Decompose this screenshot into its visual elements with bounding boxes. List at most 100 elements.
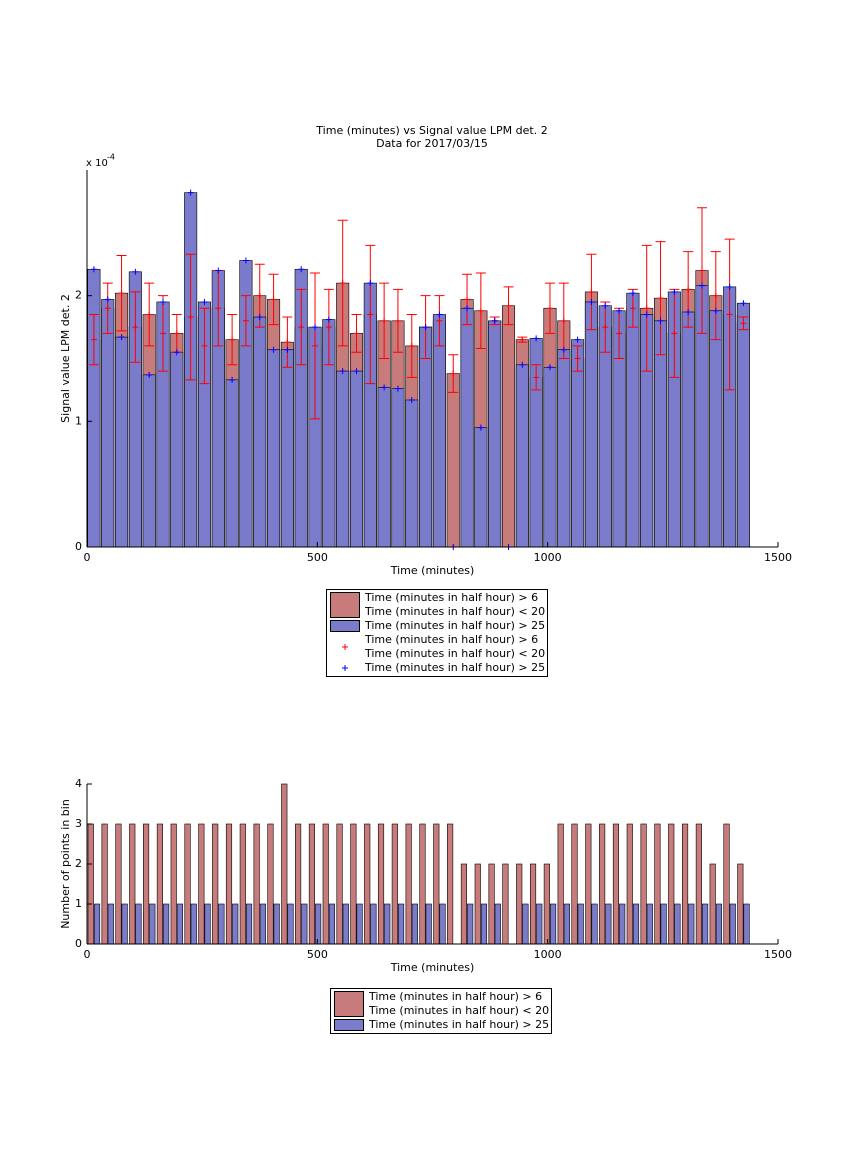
bar bbox=[563, 903, 570, 945]
marker bbox=[132, 324, 139, 331]
bar bbox=[612, 823, 620, 945]
bar bbox=[349, 370, 364, 548]
bar bbox=[467, 903, 474, 945]
chart-title: Time (minutes) vs Signal value LPM det. … bbox=[315, 124, 547, 137]
marker bbox=[671, 288, 678, 295]
bar bbox=[101, 299, 115, 548]
bar bbox=[107, 903, 114, 945]
marker bbox=[422, 324, 429, 331]
marker bbox=[436, 317, 443, 324]
bar bbox=[543, 366, 557, 548]
x-axis-label: Time (minutes) bbox=[390, 961, 475, 974]
bar bbox=[502, 863, 509, 945]
bar bbox=[715, 903, 722, 945]
legend-entry: Time (minutes in half hour) > 25 bbox=[333, 1018, 549, 1032]
bar bbox=[494, 903, 501, 945]
bar bbox=[281, 783, 288, 945]
marker bbox=[298, 324, 305, 331]
bar bbox=[350, 823, 357, 945]
bar bbox=[184, 823, 191, 945]
marker bbox=[698, 267, 705, 274]
bar bbox=[218, 903, 225, 945]
y-tick-label: 1 bbox=[75, 897, 82, 910]
bar bbox=[253, 316, 267, 548]
bar bbox=[267, 823, 274, 945]
marker bbox=[229, 336, 236, 343]
bar bbox=[522, 903, 529, 945]
y-axis-label: Signal value LPM det. 2 bbox=[59, 294, 72, 423]
marker bbox=[118, 290, 125, 297]
bar bbox=[515, 364, 529, 548]
bar bbox=[674, 903, 681, 945]
legend-entry: Time (minutes in half hour) > 25 bbox=[329, 661, 545, 675]
bar bbox=[447, 823, 454, 945]
y-tick-label: 4 bbox=[75, 777, 82, 790]
bar bbox=[543, 863, 550, 945]
marker bbox=[298, 266, 305, 273]
bar bbox=[364, 823, 371, 945]
bar bbox=[204, 903, 211, 945]
legend-entry: Time (minutes in half hour) > 6 Time (mi… bbox=[329, 633, 545, 661]
legend-swatch bbox=[334, 1019, 364, 1031]
bar bbox=[143, 823, 150, 945]
y-scale-label: x 10 bbox=[86, 158, 108, 169]
bar bbox=[419, 823, 426, 945]
bar bbox=[328, 903, 336, 945]
y-tick-label: 0 bbox=[75, 937, 82, 950]
marker bbox=[367, 280, 374, 287]
bar bbox=[474, 427, 488, 548]
bar bbox=[433, 823, 440, 945]
y-scale-exponent: -4 bbox=[107, 153, 115, 162]
marker bbox=[353, 368, 360, 375]
legend-swatch bbox=[330, 620, 360, 632]
marker bbox=[477, 424, 484, 431]
marker bbox=[284, 346, 291, 353]
y-tick-label: 3 bbox=[75, 817, 82, 830]
legend-label: Time (minutes in half hour) > 25 bbox=[365, 661, 546, 674]
bar bbox=[176, 903, 184, 945]
bar bbox=[225, 823, 233, 945]
bar bbox=[336, 370, 350, 548]
marker bbox=[574, 355, 581, 362]
bar bbox=[336, 823, 343, 945]
marker bbox=[187, 314, 194, 321]
bar bbox=[709, 310, 723, 548]
marker bbox=[464, 305, 471, 312]
bar bbox=[577, 903, 584, 945]
bar bbox=[115, 823, 122, 945]
bar bbox=[474, 863, 481, 945]
marker bbox=[657, 317, 664, 324]
chart-subtitle: Data for 2017/03/15 bbox=[376, 137, 488, 150]
marker bbox=[325, 324, 332, 331]
bar bbox=[267, 349, 281, 548]
bar bbox=[488, 320, 502, 548]
marker bbox=[339, 368, 346, 375]
marker bbox=[270, 346, 277, 353]
legend-icon bbox=[329, 591, 361, 619]
marker bbox=[201, 298, 208, 305]
marker bbox=[685, 309, 692, 316]
legend-icon bbox=[329, 619, 361, 633]
marker bbox=[560, 346, 567, 353]
legend-marker-shape bbox=[342, 665, 348, 671]
marker bbox=[215, 267, 222, 274]
marker bbox=[132, 268, 139, 275]
marker bbox=[436, 311, 443, 318]
bar bbox=[668, 823, 675, 945]
bar bbox=[688, 903, 695, 945]
bar bbox=[121, 903, 128, 945]
y-axis-label: Number of points in bin bbox=[59, 799, 72, 929]
bar bbox=[232, 903, 239, 945]
bar bbox=[301, 903, 308, 945]
bar bbox=[529, 863, 537, 945]
bar bbox=[460, 307, 474, 548]
marker bbox=[643, 305, 650, 312]
bar bbox=[405, 823, 412, 945]
bar bbox=[419, 326, 433, 548]
marker bbox=[464, 296, 471, 303]
marker bbox=[353, 330, 360, 337]
x-tick-label: 1000 bbox=[534, 948, 562, 961]
legend-icon bbox=[329, 633, 361, 661]
bar bbox=[640, 823, 647, 945]
